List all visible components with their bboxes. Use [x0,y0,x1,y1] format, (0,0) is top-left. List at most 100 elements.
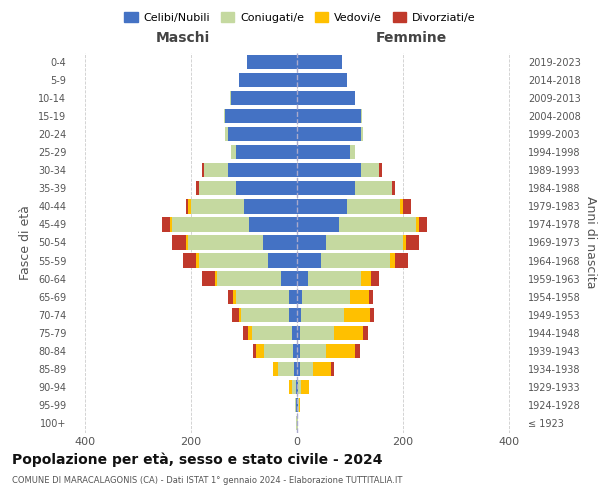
Bar [299,326,334,340]
Bar [298,380,301,394]
Bar [350,290,368,304]
Bar [297,56,342,70]
Bar [188,200,191,213]
Bar [170,218,172,232]
Bar [355,344,359,357]
Bar [263,344,293,357]
Bar [202,272,215,285]
Bar [188,236,263,250]
Bar [248,326,252,340]
Bar [289,308,297,322]
Bar [326,236,403,250]
Bar [292,380,296,394]
Legend: Celibi/Nubili, Coniugati/e, Vedovi/e, Divorziati/e: Celibi/Nubili, Coniugati/e, Vedovi/e, Di… [120,8,480,28]
Bar [297,218,340,232]
Bar [297,200,347,213]
Bar [292,326,297,340]
Bar [185,200,188,213]
Bar [347,200,400,213]
Bar [331,362,334,376]
Bar [295,362,297,376]
Bar [297,362,299,376]
Bar [239,74,297,88]
Bar [390,254,395,268]
Bar [313,362,331,376]
Text: Femmine: Femmine [376,31,446,45]
Bar [249,218,297,232]
Bar [202,164,204,177]
Bar [301,380,308,394]
Bar [236,182,297,196]
Bar [370,308,374,322]
Y-axis label: Anni di nascita: Anni di nascita [584,196,598,289]
Bar [247,56,297,70]
Bar [321,254,390,268]
Bar [371,272,379,285]
Bar [299,362,313,376]
Bar [400,200,403,213]
Bar [297,110,361,124]
Bar [297,254,321,268]
Bar [403,200,411,213]
Bar [297,344,299,357]
Bar [395,254,409,268]
Bar [162,218,170,232]
Text: COMUNE DI MARACALAGONIS (CA) - Dati ISTAT 1° gennaio 2024 - Elaborazione TUTTITA: COMUNE DI MARACALAGONIS (CA) - Dati ISTA… [12,476,403,485]
Bar [301,308,344,322]
Bar [226,110,297,124]
Bar [231,146,236,160]
Bar [340,218,416,232]
Bar [224,110,226,124]
Bar [230,92,231,106]
Bar [403,236,406,250]
Bar [355,182,392,196]
Bar [379,164,382,177]
Bar [281,272,297,285]
Bar [252,326,292,340]
Bar [298,398,299,411]
Bar [232,308,239,322]
Bar [296,380,297,394]
Text: Maschi: Maschi [156,31,210,45]
Bar [233,290,236,304]
Bar [185,236,188,250]
Bar [361,128,363,141]
Bar [239,308,241,322]
Bar [344,308,370,322]
Bar [278,362,295,376]
Bar [256,344,263,357]
Bar [204,164,228,177]
Bar [172,236,185,250]
Bar [226,128,228,141]
Y-axis label: Fasce di età: Fasce di età [19,205,32,280]
Bar [236,290,289,304]
Bar [299,398,300,411]
Bar [297,236,326,250]
Bar [217,272,281,285]
Bar [297,164,361,177]
Bar [334,326,363,340]
Bar [241,308,289,322]
Bar [289,380,292,394]
Bar [199,254,268,268]
Bar [244,200,297,213]
Bar [416,218,419,232]
Bar [199,182,236,196]
Bar [368,290,373,304]
Bar [215,272,217,285]
Bar [273,362,278,376]
Bar [297,182,355,196]
Bar [326,344,355,357]
Bar [263,236,297,250]
Bar [350,146,355,160]
Bar [228,164,297,177]
Bar [297,326,299,340]
Bar [297,146,350,160]
Bar [196,182,199,196]
Bar [297,74,347,88]
Bar [244,326,248,340]
Bar [406,236,419,250]
Bar [253,344,256,357]
Bar [419,218,427,232]
Text: Popolazione per età, sesso e stato civile - 2024: Popolazione per età, sesso e stato civil… [12,452,383,467]
